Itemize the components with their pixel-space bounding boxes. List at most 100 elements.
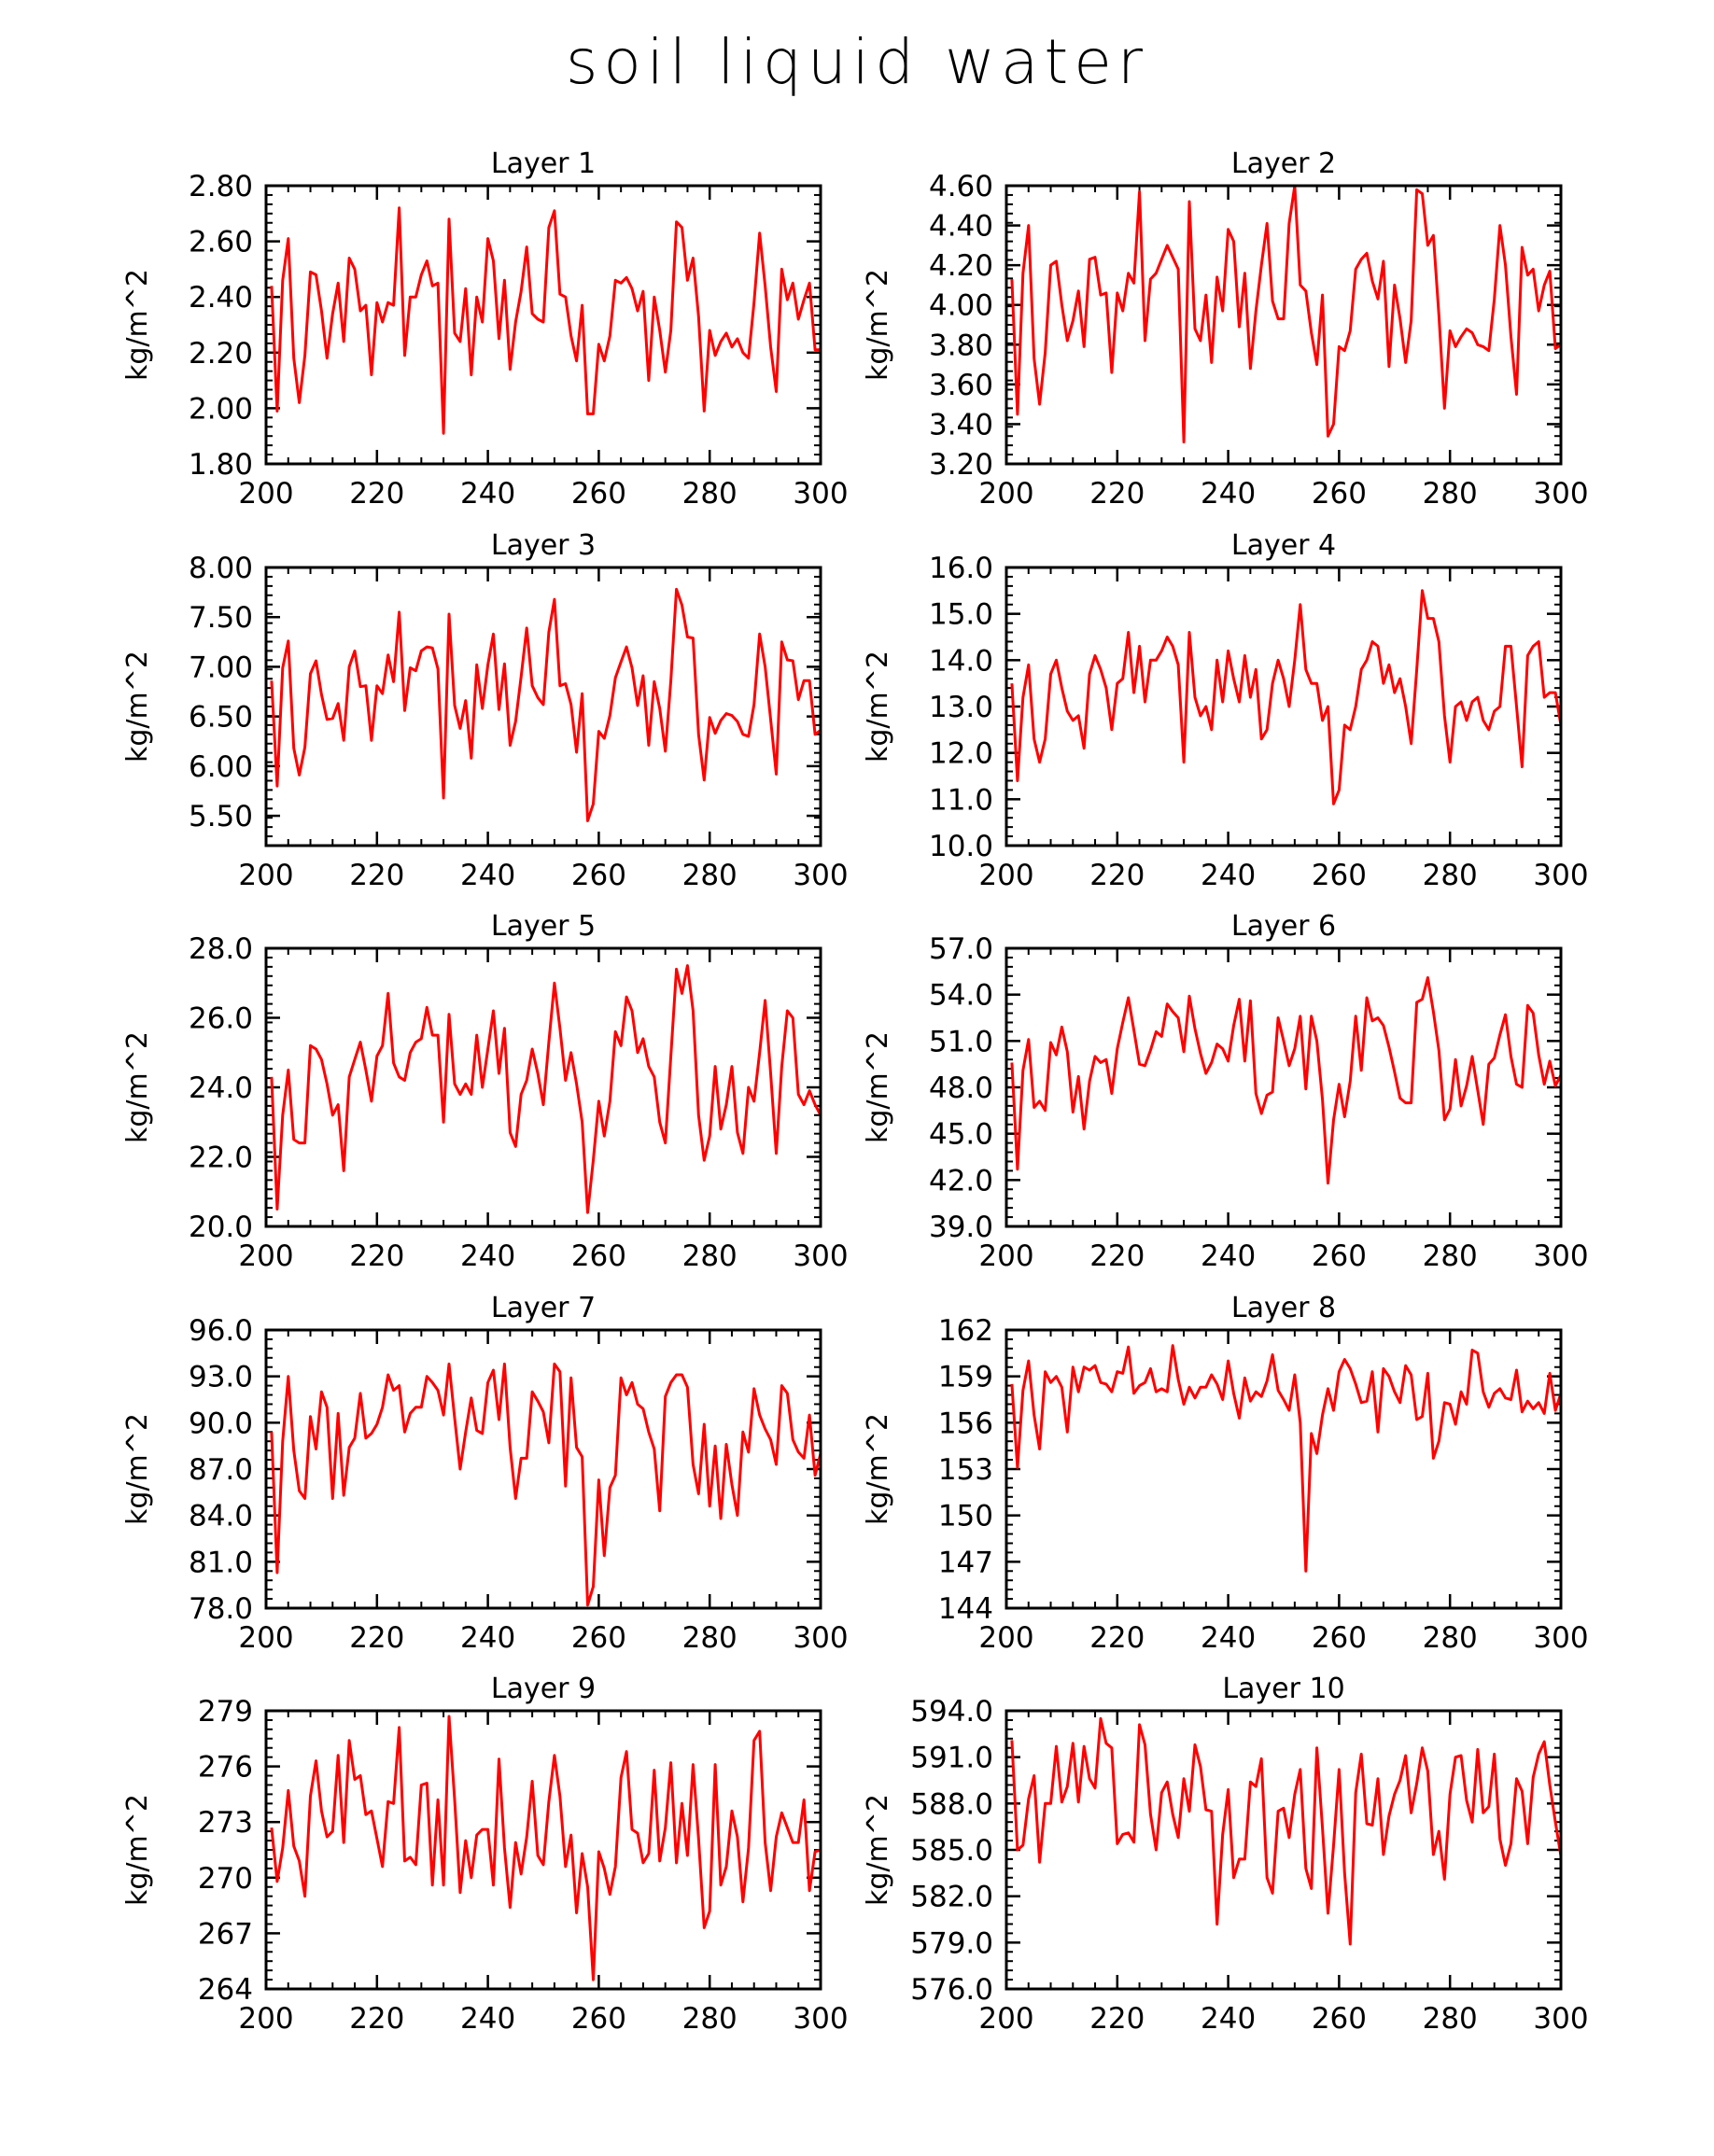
chart-panel: Layer 6 200 220 240 260 280 300 39.0 42.0 45.0 48.… [862,910,1589,1273]
chart-panel: Layer 2 200 220 240 260 280 300 3.20 3.40 3.60 3.8… [862,147,1589,511]
y-tick-label: 84.0 [189,1500,253,1533]
y-tick-label: 93.0 [189,1361,253,1394]
y-tick-label: 12.0 [929,737,993,771]
y-tick-label: 2.20 [189,337,253,371]
y-tick-label: 90.0 [189,1407,253,1440]
x-tick-label: 200 [238,859,293,892]
chart-panel: Layer 10 200 220 240 260 280 300 576.0 579.0 582.… [862,1673,1589,2036]
y-tick-label: 20.0 [189,1211,253,1244]
series-line [1010,184,1562,444]
y-tick-label: 3.20 [929,448,993,482]
x-tick-label: 220 [349,477,404,511]
y-tick-label: 11.0 [929,783,993,817]
x-tick-label: 300 [1533,2002,1588,2036]
y-tick-label: 156 [938,1407,993,1440]
x-tick-label: 300 [793,859,848,892]
y-axis-label: kg/m^2 [862,269,894,381]
x-tick-label: 260 [1312,477,1367,511]
y-tick-label: 588.0 [910,1787,993,1821]
x-tick-label: 300 [793,1621,848,1655]
y-axis-label: kg/m^2 [121,1413,154,1525]
y-tick-label: 267 [198,1917,253,1951]
x-tick-label: 240 [460,1621,515,1655]
x-tick-label: 300 [793,477,848,511]
chart-panel: Layer 7 200 220 240 260 280 300 78.0 81.0 84.0 87.… [121,1292,849,1655]
chart-title: Layer 7 [491,1292,596,1324]
plot-frame [264,1328,822,1610]
x-tick-label: 280 [682,859,738,892]
x-tick-label: 300 [793,2002,848,2036]
chart-panel: Layer 9 200 220 240 260 280 300 264 267 270 273 276… [121,1673,849,2036]
x-tick-label: 280 [1423,859,1478,892]
y-tick-label: 96.0 [189,1314,253,1348]
x-tick-label: 300 [1533,859,1588,892]
x-tick-label: 200 [238,2002,293,2036]
x-tick-label: 200 [978,2002,1033,2036]
plot-frame [264,1709,822,1991]
y-tick-label: 3.40 [929,408,993,441]
x-tick-label: 240 [1201,2002,1256,2036]
y-tick-label: 591.0 [910,1742,993,1775]
x-tick-label: 220 [349,1239,404,1273]
y-tick-label: 585.0 [910,1834,993,1868]
y-tick-label: 5.50 [189,800,253,833]
y-tick-label: 4.00 [929,289,993,323]
y-tick-label: 4.60 [929,170,993,203]
y-axis-label: kg/m^2 [121,1031,154,1143]
plot-frame [1005,1328,1563,1610]
y-tick-label: 264 [198,1973,253,2007]
y-tick-label: 87.0 [189,1453,253,1487]
y-tick-label: 24.0 [189,1071,253,1105]
series-line [270,1362,822,1607]
x-tick-label: 260 [571,1621,626,1655]
x-tick-label: 200 [978,1621,1033,1655]
plot-frame [1005,566,1563,847]
x-tick-label: 240 [460,2002,515,2036]
y-tick-label: 276 [198,1751,253,1785]
y-tick-label: 4.20 [929,249,993,283]
y-tick-label: 39.0 [929,1211,993,1244]
y-tick-label: 144 [938,1592,993,1626]
chart-title: Layer 3 [491,529,596,562]
y-tick-label: 13.0 [929,691,993,724]
plot-frame [1005,946,1563,1228]
page-title: soil liquid water [565,26,1149,98]
x-tick-label: 220 [1089,1621,1145,1655]
chart-title: Layer 10 [1222,1673,1344,1705]
y-axis-label: kg/m^2 [121,1794,154,1906]
y-tick-label: 54.0 [929,979,993,1013]
x-tick-label: 200 [978,1239,1033,1273]
y-axis-label: kg/m^2 [862,1413,894,1525]
chart-title: Layer 1 [491,147,596,180]
y-tick-label: 579.0 [910,1926,993,1960]
x-tick-label: 220 [1089,2002,1145,2036]
x-tick-label: 300 [793,1239,848,1273]
y-axis-label: kg/m^2 [862,1031,894,1143]
y-tick-label: 1.80 [189,448,253,482]
y-tick-label: 16.0 [929,552,993,585]
x-tick-label: 260 [1312,1239,1367,1273]
y-tick-label: 26.0 [189,1002,253,1036]
x-tick-label: 280 [1423,1621,1478,1655]
x-tick-label: 220 [349,2002,404,2036]
series-line [270,1715,822,1981]
x-tick-label: 280 [682,1239,738,1273]
y-tick-label: 270 [198,1862,253,1896]
x-tick-label: 260 [571,1239,626,1273]
y-tick-label: 153 [938,1453,993,1487]
plot-frame [264,184,822,466]
chart-title: Layer 2 [1231,147,1336,180]
y-tick-label: 81.0 [189,1546,253,1579]
series-line [270,964,822,1214]
x-tick-label: 220 [1089,859,1145,892]
y-tick-label: 2.80 [189,170,253,203]
y-tick-label: 2.60 [189,226,253,259]
x-tick-label: 240 [460,477,515,511]
x-tick-label: 300 [1533,1621,1588,1655]
y-axis-label: kg/m^2 [862,1794,894,1906]
y-tick-label: 57.0 [929,932,993,966]
chart-title: Layer 9 [491,1673,596,1705]
plot-frame [264,566,822,847]
y-tick-label: 3.80 [929,329,993,362]
